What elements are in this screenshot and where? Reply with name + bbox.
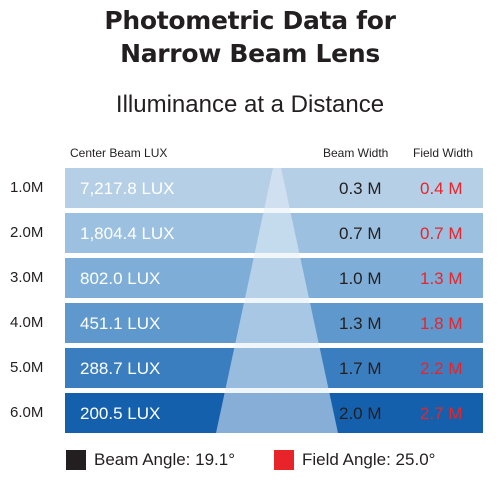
row-field-width: 0.4 M (420, 179, 463, 198)
row-center-lux: 451.1 LUX (80, 314, 161, 333)
row-distance: 3.0M (10, 269, 44, 286)
row-center-lux: 1,804.4 LUX (80, 224, 175, 243)
field-angle-label: Field Angle: 25.0° (302, 450, 436, 469)
row-center-lux: 802.0 LUX (80, 269, 161, 288)
title-line-2: Narrow Beam Lens (120, 39, 380, 68)
row-beam-width: 1.0 M (339, 269, 382, 288)
row-field-width: 1.8 M (420, 314, 463, 333)
row-field-width: 2.2 M (420, 359, 463, 378)
beam-angle-label: Beam Angle: 19.1° (94, 450, 236, 469)
row-beam-width: 1.7 M (339, 359, 382, 378)
beam-angle-swatch (66, 450, 86, 470)
beam-cone (216, 168, 338, 433)
row-distance: 4.0M (10, 314, 44, 331)
row-center-lux: 200.5 LUX (80, 404, 161, 423)
title-line-1: Photometric Data for (104, 6, 396, 35)
row-center-lux: 288.7 LUX (80, 359, 161, 378)
row-beam-width: 0.3 M (339, 179, 382, 198)
row-field-width: 1.3 M (420, 269, 463, 288)
row-beam-width: 0.7 M (339, 224, 382, 243)
subtitle: Illuminance at a Distance (115, 91, 385, 118)
row-distance: 1.0M (10, 179, 44, 196)
row-distance: 5.0M (10, 359, 44, 376)
row-field-width: 2.7 M (420, 404, 463, 423)
row-center-lux: 7,217.8 LUX (80, 179, 175, 198)
row-distance: 6.0M (10, 404, 44, 421)
row-field-width: 0.7 M (420, 224, 463, 243)
row-beam-width: 1.3 M (339, 314, 382, 333)
column-header-lux: Center Beam LUX (70, 146, 168, 160)
row-beam-width: 2.0 M (339, 404, 382, 423)
column-header-field-width: Field Width (413, 146, 474, 160)
row-distance: 2.0M (10, 224, 44, 241)
column-header-beam-width: Beam Width (323, 146, 389, 160)
field-angle-swatch (274, 450, 294, 470)
